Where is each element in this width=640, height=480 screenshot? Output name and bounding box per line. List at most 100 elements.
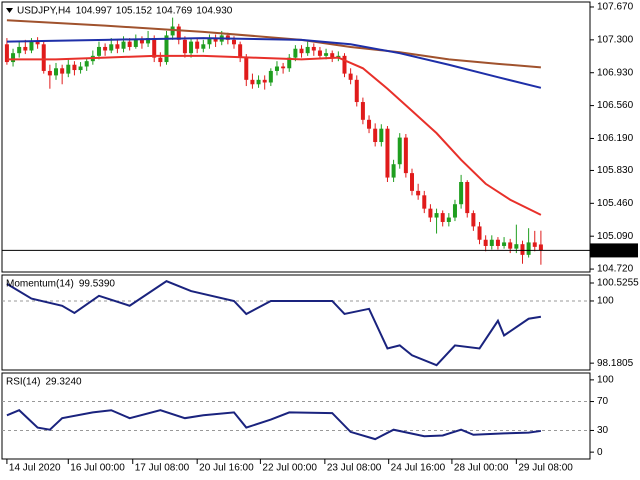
candle-body — [471, 213, 476, 227]
indicator-line — [6, 409, 542, 441]
candle-body — [434, 213, 439, 218]
last-price-label: 104.930 — [594, 245, 631, 256]
menu-arrow — [6, 8, 13, 13]
candle-body — [324, 53, 329, 56]
candle-body — [305, 46, 310, 54]
candle-body — [23, 46, 28, 51]
candle-body — [465, 182, 470, 214]
y-tick-label: 105.090 — [597, 231, 634, 242]
candle-body — [109, 44, 114, 51]
candle-body — [342, 55, 347, 74]
candle-body — [397, 137, 402, 165]
candle-body — [238, 44, 243, 58]
y-tick-label: 98.1805 — [597, 358, 634, 369]
candle-body — [317, 50, 322, 56]
candle-body — [47, 70, 52, 76]
candle-body — [170, 26, 175, 36]
header-value: 104.997 — [76, 6, 113, 17]
x-tick-label: 29 Jul 08:00 — [518, 463, 573, 474]
panel-frame — [1, 372, 591, 460]
header-value: 104.930 — [196, 6, 233, 17]
candle-body — [232, 39, 237, 45]
candle-body — [96, 46, 101, 56]
candle-body — [256, 79, 261, 85]
candle-body — [11, 53, 16, 63]
y-tick-label: 105.830 — [597, 165, 634, 176]
candle-body — [385, 128, 390, 178]
candle-body — [176, 26, 181, 40]
x-tick-label: 16 Jul 00:00 — [70, 463, 125, 474]
candle-body — [213, 38, 218, 42]
y-tick-label: 30 — [597, 425, 609, 436]
candle-body — [127, 41, 132, 47]
x-tick-label: 14 Jul 2020 — [9, 463, 61, 474]
candle-body — [459, 182, 464, 205]
candle-body — [293, 48, 298, 58]
candle-body — [391, 164, 396, 178]
candle-body — [17, 46, 22, 54]
candle-body — [508, 242, 513, 249]
candle-body — [158, 57, 163, 63]
candle-body — [532, 242, 537, 247]
moving-average — [6, 37, 542, 89]
header-value: 105.152 — [116, 6, 153, 17]
candle-body — [410, 173, 415, 191]
candle-body — [4, 44, 9, 63]
y-tick-label: 106.190 — [597, 133, 634, 144]
candle-body — [54, 68, 59, 76]
panel-title: Momentum(14) — [6, 279, 74, 290]
candle-body — [133, 39, 138, 47]
candle-body — [299, 48, 304, 54]
candle-body — [514, 244, 519, 249]
candle-body — [274, 66, 279, 71]
candle-body — [115, 44, 120, 49]
y-tick-label: 70 — [597, 396, 609, 407]
panel-frame — [1, 274, 591, 371]
header-value: 104.769 — [156, 6, 193, 17]
x-tick-label: 20 Jul 16:00 — [199, 463, 254, 474]
y-tick-label: 100 — [597, 296, 614, 307]
y-tick-label: 107.670 — [597, 2, 634, 13]
x-tick-label: 28 Jul 00:00 — [454, 463, 509, 474]
y-tick-label: 100 — [597, 375, 614, 386]
candle-body — [379, 128, 384, 143]
candle-body — [189, 41, 194, 54]
candle-body — [164, 35, 169, 63]
candle-body — [41, 44, 46, 71]
candle-body — [250, 79, 255, 85]
candle-body — [72, 64, 77, 71]
moving-average — [6, 54, 542, 216]
candle-body — [483, 239, 488, 246]
candle-body — [538, 244, 543, 251]
candle-body — [262, 79, 267, 83]
candle-body — [146, 38, 151, 44]
candle-body — [121, 41, 126, 49]
candle-body — [60, 68, 65, 74]
candle-body — [244, 57, 249, 80]
candle-body — [201, 44, 206, 49]
candle-body — [373, 128, 378, 143]
candle-body — [195, 41, 200, 49]
candle-body — [360, 102, 365, 120]
candle-body — [182, 39, 187, 54]
candle-body — [348, 73, 353, 80]
y-tick-label: 100.5255 — [597, 278, 639, 289]
y-tick-label: 104.720 — [597, 264, 634, 275]
candle-body — [502, 242, 507, 246]
y-tick-label: 106.930 — [597, 67, 634, 78]
last-price-box — [590, 243, 638, 258]
candle-body — [403, 137, 408, 174]
candle-body — [207, 38, 212, 45]
panel-frame — [1, 1, 591, 273]
candle-body — [354, 79, 359, 103]
x-tick-label: 24 Jul 16:00 — [391, 463, 446, 474]
y-tick-label: 107.300 — [597, 34, 634, 45]
candle-body — [268, 70, 273, 83]
candle-body — [446, 217, 451, 222]
candle-body — [29, 41, 34, 51]
x-tick-label: 17 Jul 08:00 — [135, 463, 190, 474]
candle-body — [152, 38, 157, 58]
panel-title: USDJPY,H4 — [17, 6, 71, 17]
candle-body — [520, 244, 525, 255]
candle-body — [440, 213, 445, 222]
